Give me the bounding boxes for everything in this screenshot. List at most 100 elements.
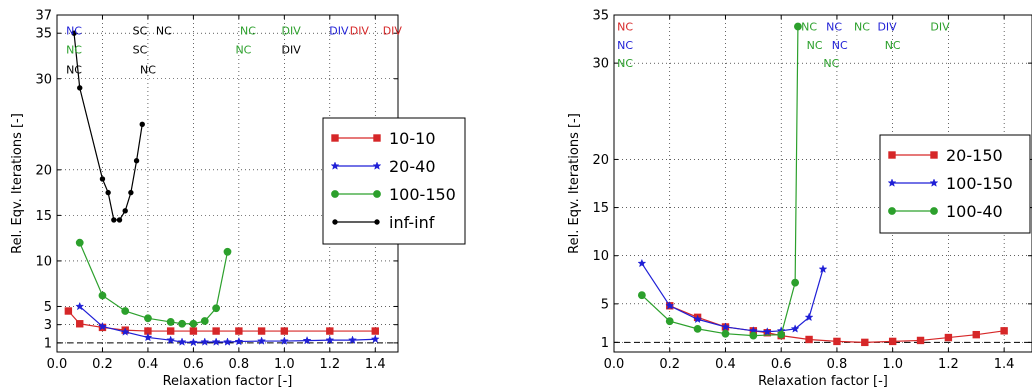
chart0-x-tick-label: 0.6 <box>183 357 204 372</box>
chart0-data-point <box>98 291 107 300</box>
chart1-data-point <box>749 331 758 340</box>
chart1-data-point <box>790 324 800 333</box>
chart0-series-20-40 <box>75 301 380 347</box>
chart0-data-point <box>200 317 209 325</box>
chart0-legend-label: 20-40 <box>389 157 436 176</box>
chart0-data-point <box>99 176 106 182</box>
chart1-x-tick-label: 0.6 <box>771 357 792 372</box>
chart1-data-point <box>693 314 703 324</box>
chart1-series-20-150 <box>666 302 1008 347</box>
chart0-x-tick-label: 0.2 <box>92 357 113 372</box>
chart1-data-point <box>861 338 869 347</box>
chart0-data-point <box>122 208 128 214</box>
chart1-data-point <box>944 333 953 342</box>
chart0-status-annotation: SC <box>133 24 148 37</box>
chart1-x-tick-label: 1.4 <box>994 357 1015 372</box>
chart0-x-tick-label: 0.8 <box>229 357 250 372</box>
chart0-data-point <box>133 158 140 164</box>
chart0-data-point <box>139 121 145 127</box>
chart1-legend-marker <box>929 178 939 187</box>
chart0-series-line-100-150 <box>79 242 229 325</box>
chart0-legend-marker <box>372 161 382 170</box>
chart0-series-100-150 <box>75 238 232 328</box>
chart0-y-tick-label: 37 <box>35 9 52 24</box>
chart1-data-point <box>637 258 647 268</box>
chart0-data-point <box>211 337 221 346</box>
chart0-status-annotation: NC <box>66 24 82 37</box>
chart0-series-inf-inf <box>71 30 145 223</box>
chart0-data-point <box>200 337 210 346</box>
chart0-legend-label: 100-150 <box>389 185 456 204</box>
chart1-data-point <box>972 330 980 339</box>
chart1-x-tick-label: 1.0 <box>882 357 903 372</box>
chart0-data-point <box>166 318 175 326</box>
chart0-data-point <box>257 336 267 345</box>
chart0-y-tick-label: 30 <box>35 72 52 87</box>
chart1-data-point <box>916 336 925 345</box>
chart0-data-point <box>177 337 187 346</box>
chart0-data-point <box>166 335 176 344</box>
chart0-data-point <box>143 332 153 342</box>
chart0-y-tick-label: 20 <box>35 163 52 178</box>
chart1-status-annotation: NC <box>832 39 848 52</box>
chart1-y-tick-label: 30 <box>592 57 609 72</box>
chart1-status-annotation: NC <box>823 57 839 70</box>
chart1-status-annotation: NC <box>826 21 842 34</box>
chart0-data-point <box>111 217 117 223</box>
chart1-legend-label: 100-40 <box>946 202 1003 221</box>
chart0-y-tick-label: 3 <box>44 318 52 333</box>
chart1-series-line-100-150 <box>641 263 824 333</box>
chart0-legend-marker <box>373 190 381 198</box>
chart0-y-axis-label: Rel. Eqv. Iterations [-] <box>10 113 25 254</box>
chart0-data-point <box>212 304 221 313</box>
chart0-x-tick-label: 1.2 <box>319 357 340 372</box>
chart1-data-point <box>888 337 897 346</box>
chart1-x-axis-label: Relaxation factor [-] <box>758 374 888 389</box>
chart0-status-annotation: NC <box>66 44 82 57</box>
chart0-status-annotation: NC <box>235 44 251 57</box>
chart0-data-point <box>348 335 358 344</box>
chart0-data-point <box>257 327 266 335</box>
chart1-status-annotation: NC <box>801 21 817 34</box>
chart0-data-point <box>223 247 232 256</box>
chart1-x-tick-label: 1.2 <box>938 357 959 372</box>
chart1-legend-label: 100-150 <box>946 174 1013 193</box>
chart0-data-point <box>280 327 289 335</box>
chart1-data-point <box>777 330 786 339</box>
chart0-data-point <box>234 336 244 346</box>
chart0-y-tick-label: 1 <box>44 336 52 351</box>
chart0-series-10-10 <box>64 307 379 335</box>
chart0-status-annotation: DIV <box>329 24 349 37</box>
chart1-data-point <box>818 264 828 273</box>
chart1-status-annotation: NC <box>854 21 870 34</box>
chart0-data-point <box>76 320 84 328</box>
chart0-data-point <box>75 238 84 247</box>
chart0-legend-label: inf-inf <box>389 213 435 232</box>
chart1-legend-label: 20-150 <box>946 146 1003 165</box>
chart0-data-point <box>97 321 107 331</box>
chart0-data-point <box>166 327 175 335</box>
chart1-series-100-150 <box>637 258 828 336</box>
chart0-data-point <box>116 217 123 223</box>
chart0-data-point <box>64 307 73 315</box>
chart0-status-annotation: NC <box>240 24 256 37</box>
chart1-legend-marker <box>888 151 896 159</box>
chart0-legend-marker <box>331 190 339 198</box>
chart0-data-point <box>371 327 379 335</box>
chart1-legend: 20-150 100-150 100-40 <box>879 134 1031 234</box>
chart0-x-tick-label: 1.0 <box>274 357 295 372</box>
chart1-plot-frame <box>613 14 1032 353</box>
chart0-status-annotation: DIV <box>383 24 403 37</box>
chart1-x-tick-label: 0.8 <box>827 357 848 372</box>
chart0-data-point <box>105 189 111 196</box>
chart0-y-tick-label: 10 <box>35 254 52 269</box>
chart1-annotations: NCNCNCNCNCNCDIVDIVDIVNCNCNCNC <box>617 21 950 71</box>
chart1-y-tick-label: 20 <box>592 153 609 168</box>
chart1-data-point <box>833 337 841 346</box>
chart0-status-annotation: NC <box>140 64 156 77</box>
chart0-legend: 10-10 20-40 100-150 inf-inf <box>322 117 466 245</box>
chart0-series-line-inf-inf <box>73 33 143 221</box>
chart0-data-point <box>279 336 289 345</box>
chart0-legend-box <box>322 117 466 245</box>
